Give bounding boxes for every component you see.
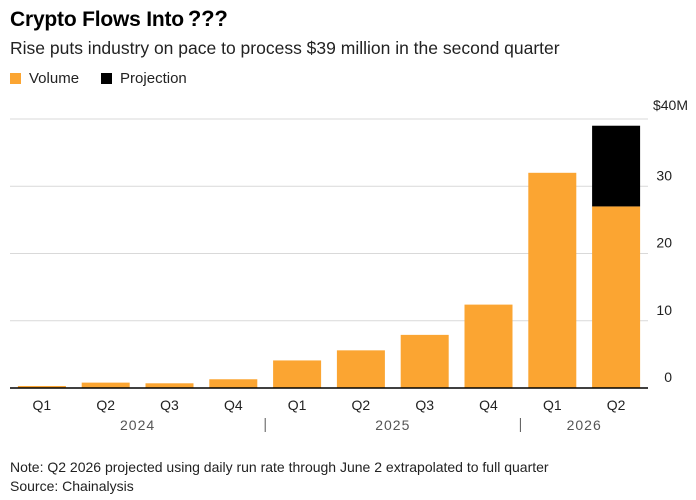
x-tick-label: Q3 bbox=[160, 397, 179, 413]
x-tick-label: Q1 bbox=[543, 397, 562, 413]
bar-volume bbox=[400, 334, 449, 388]
bar-volume bbox=[336, 350, 385, 388]
source-line: Source: Chainalysis bbox=[10, 478, 134, 494]
legend-label-projection: Projection bbox=[120, 70, 187, 87]
chart-legend: Volume Projection bbox=[10, 70, 209, 87]
chart-title-text: Crypto Flows Into bbox=[10, 8, 184, 31]
bar-volume bbox=[273, 360, 322, 388]
x-tick-label: Q4 bbox=[224, 397, 243, 413]
x-tick-label: Q1 bbox=[33, 397, 52, 413]
x-tick-label: Q2 bbox=[352, 397, 371, 413]
y-tick-label: $40M bbox=[653, 97, 688, 113]
chart-footer: Note: Q2 2026 projected using daily run … bbox=[10, 458, 549, 496]
bar-projection bbox=[592, 125, 641, 207]
bar-volume bbox=[209, 379, 258, 388]
bar-volume bbox=[17, 385, 66, 388]
year-label: 2026 bbox=[567, 417, 602, 433]
legend-label-volume: Volume bbox=[29, 70, 80, 87]
x-tick-label: Q1 bbox=[288, 397, 307, 413]
legend-swatch-volume bbox=[10, 73, 21, 84]
footnote: Note: Q2 2026 projected using daily run … bbox=[10, 459, 549, 475]
y-tick-label: 10 bbox=[656, 302, 672, 318]
legend-item-projection: Projection bbox=[101, 70, 187, 87]
legend-swatch-projection bbox=[101, 73, 113, 84]
y-tick-label: 30 bbox=[656, 167, 672, 183]
year-label: 2025 bbox=[375, 417, 410, 433]
bar-volume bbox=[592, 206, 641, 388]
x-tick-label: Q2 bbox=[607, 397, 626, 413]
chart-title: Crypto Flows Into??? bbox=[10, 6, 228, 32]
chart-subtitle: Rise puts industry on pace to process $3… bbox=[10, 38, 560, 58]
x-tick-label: Q2 bbox=[96, 397, 115, 413]
x-tick-label: Q4 bbox=[479, 397, 498, 413]
bar-volume bbox=[464, 304, 513, 388]
legend-item-volume: Volume bbox=[10, 70, 79, 87]
y-tick-label: 0 bbox=[664, 369, 672, 385]
y-tick-label: 20 bbox=[656, 235, 672, 251]
x-tick-label: Q3 bbox=[415, 397, 434, 413]
bar-volume bbox=[81, 382, 130, 388]
bar-volume bbox=[145, 383, 194, 388]
year-label: 2024 bbox=[120, 417, 155, 433]
bar-volume bbox=[528, 172, 577, 388]
chart-title-marks: ??? bbox=[187, 6, 228, 31]
